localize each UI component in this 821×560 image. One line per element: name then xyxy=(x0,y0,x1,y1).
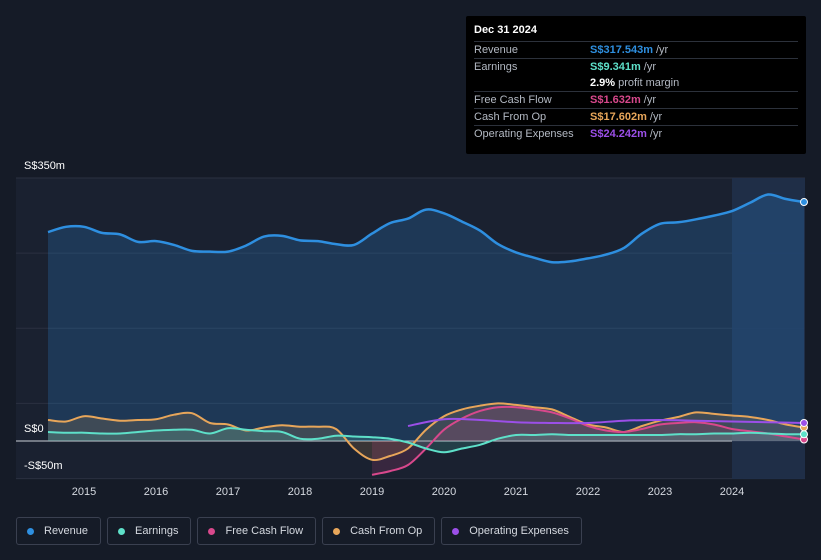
tooltip-unit: /yr xyxy=(643,61,656,73)
tooltip-unit: /yr xyxy=(649,128,663,140)
legend-label: Revenue xyxy=(44,525,89,537)
legend-dot-icon xyxy=(27,527,34,535)
tooltip-label xyxy=(474,75,590,91)
tooltip-unit: profit margin xyxy=(618,77,680,89)
highlight-region xyxy=(732,178,805,479)
legend-label: Earnings xyxy=(135,525,179,537)
earnings-end-dot xyxy=(800,430,808,439)
free-cash-flow-line xyxy=(371,405,805,476)
tooltip-value: S$317.543m xyxy=(590,44,653,56)
revenue-line xyxy=(47,193,805,264)
legend-label: Cash From Op xyxy=(350,525,423,537)
series-lines xyxy=(47,193,805,476)
legend-dot-icon xyxy=(208,527,216,535)
legend-free-cash-flow[interactable]: Free Cash Flow xyxy=(197,517,317,545)
y-tick-label-top: S$350m xyxy=(24,160,65,172)
forecast-highlight xyxy=(732,178,805,479)
tooltip-unit: /yr xyxy=(656,44,669,56)
tooltip-label: Revenue xyxy=(474,44,519,56)
x-tick-label: 2023 xyxy=(648,486,672,498)
legend-dot-icon xyxy=(118,527,126,535)
tooltip-unit: /yr xyxy=(643,94,656,106)
tooltip-date: Dec 31 2024 xyxy=(474,24,537,36)
legend-cash-from-op[interactable]: Cash From Op xyxy=(322,517,436,545)
tooltip-value: 2.9% xyxy=(590,77,616,89)
x-tick-label: 2016 xyxy=(144,486,168,498)
tooltip-row-cash-from-op: Cash From Op S$17.602m /yr xyxy=(474,108,798,125)
tooltip-row-operating-expenses: Operating Expenses S$24.242m /yr xyxy=(474,125,798,142)
legend-earnings[interactable]: Earnings xyxy=(107,517,192,545)
legend-label: Operating Expenses xyxy=(469,525,569,537)
operating-expenses-line xyxy=(407,417,805,427)
tooltip-label: Earnings xyxy=(474,61,518,73)
data-tooltip: Dec 31 2024 Revenue S$317.543m /yr Earni… xyxy=(466,16,806,154)
cash-from-op-line xyxy=(47,402,805,462)
y-tick-label-bottom: -S$50m xyxy=(24,460,63,472)
revenue-area xyxy=(48,194,804,441)
free-cash-flow-area xyxy=(372,406,804,475)
x-tick-label: 2022 xyxy=(576,486,600,498)
x-tick-label: 2021 xyxy=(504,486,528,498)
legend-operating-expenses[interactable]: Operating Expenses xyxy=(441,517,582,545)
tooltip-value: S$1.632m xyxy=(590,94,641,106)
x-tick-label: 2019 xyxy=(360,486,384,498)
x-tick-label: 2015 xyxy=(72,486,96,498)
earnings-line xyxy=(47,427,805,454)
tooltip-label: Operating Expenses xyxy=(474,128,574,140)
tooltip-row-margin: 2.9% profit margin xyxy=(474,75,798,91)
legend-revenue[interactable]: Revenue xyxy=(16,517,102,545)
operating-expenses-end-dot xyxy=(800,418,808,427)
series-areas xyxy=(48,194,804,475)
legend-dot-icon xyxy=(452,527,460,535)
tooltip-row-earnings: Earnings S$9.341m /yr xyxy=(474,58,798,75)
legend-dot-icon xyxy=(333,527,341,535)
x-tick-label: 2020 xyxy=(432,486,456,498)
x-tick-label: 2024 xyxy=(720,486,744,498)
tooltip-value: S$24.242m xyxy=(590,128,647,140)
tooltip-unit: /yr xyxy=(649,111,663,123)
earnings-area xyxy=(48,428,804,453)
chart-legend: Revenue Earnings Free Cash Flow Cash Fro… xyxy=(16,517,582,545)
gridlines xyxy=(16,177,805,480)
tooltip-label: Free Cash Flow xyxy=(474,94,552,106)
legend-label: Free Cash Flow xyxy=(225,525,304,537)
cash-from-op-area xyxy=(48,403,804,461)
tooltip-label: Cash From Op xyxy=(474,111,547,123)
y-tick-label-zero: S$0 xyxy=(24,423,44,435)
x-tick-label: 2017 xyxy=(216,486,240,498)
x-axis-ticks: 2015 2016 2017 2018 2019 2020 2021 2022 2023 2024 xyxy=(72,486,744,498)
x-tick-label: 2018 xyxy=(288,486,312,498)
series-end-dots xyxy=(800,198,808,444)
financial-chart: 2015 2016 2017 2018 2019 2020 2021 2022 2023 2024 xyxy=(16,177,808,498)
tooltip-value: S$9.341m xyxy=(590,61,641,73)
tooltip-row-free-cash-flow: Free Cash Flow S$1.632m /yr xyxy=(474,91,798,108)
tooltip-row-revenue: Revenue S$317.543m /yr xyxy=(474,41,798,58)
tooltip-value: S$17.602m xyxy=(590,111,647,123)
revenue-end-dot xyxy=(800,198,808,207)
